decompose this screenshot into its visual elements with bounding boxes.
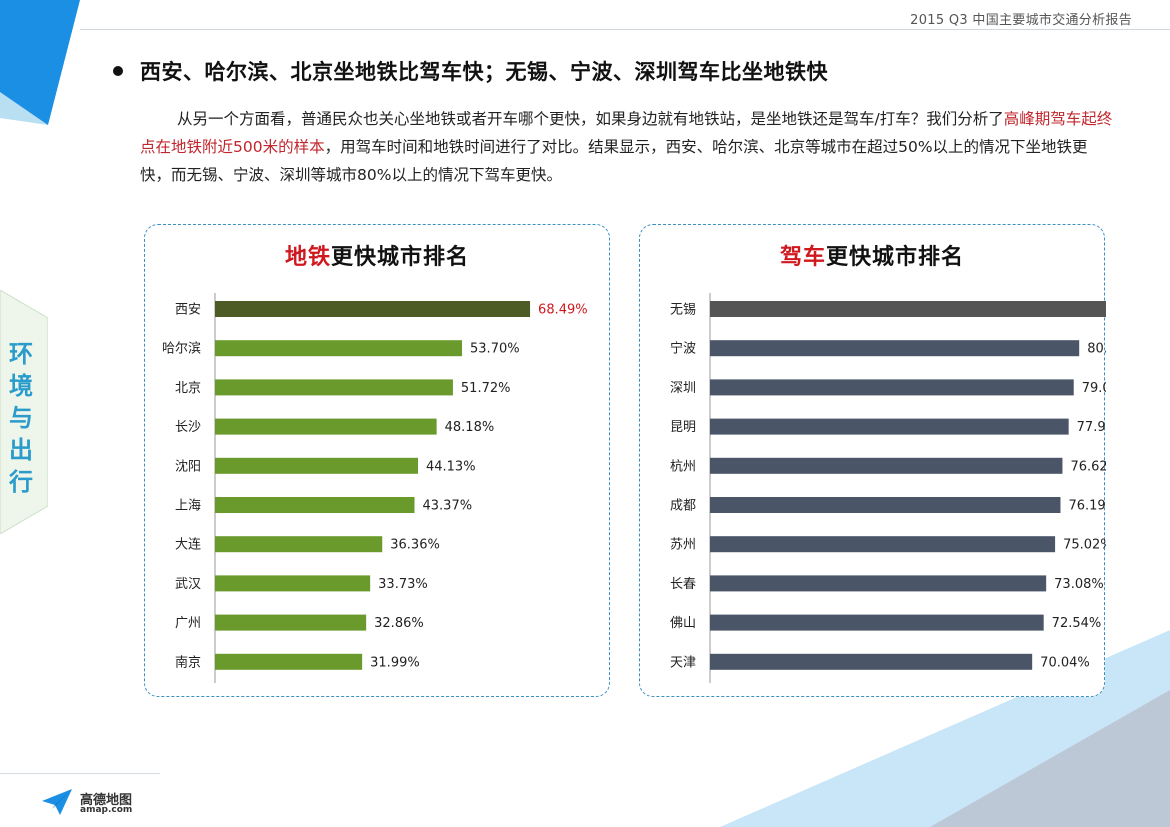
metro-value-label: 43.37% bbox=[423, 499, 473, 514]
metro-category-label: 沈阳 bbox=[175, 459, 201, 474]
metro-category-label: 西安 bbox=[175, 303, 201, 318]
metro-category-label: 广州 bbox=[175, 616, 201, 631]
drive-title-rest: 更快城市排名 bbox=[826, 245, 965, 270]
side-label-char: 境 bbox=[9, 372, 33, 400]
metro-bar bbox=[215, 575, 371, 592]
metro-category-label: 哈尔滨 bbox=[162, 341, 201, 357]
section-side-tab: 环 境 与 出 行 bbox=[0, 290, 48, 534]
drive-value-label: 80.26% bbox=[1087, 342, 1106, 357]
metro-bar bbox=[215, 497, 415, 513]
logo-name: 高德地图 bbox=[80, 793, 133, 808]
drive-bar bbox=[710, 340, 1080, 357]
top-left-blue-triangle bbox=[0, 0, 80, 125]
drive-value-label: 79.07% bbox=[1082, 381, 1106, 396]
drive-bar bbox=[710, 457, 1063, 474]
metro-faster-panel: 地铁更快城市排名 西安 68.49% 哈尔滨 53.70% 北京 51.72% 长沙 48.1… bbox=[144, 224, 610, 697]
paper-plane-icon bbox=[42, 789, 72, 815]
drive-panel-title: 驾车更快城市排名 bbox=[640, 239, 1104, 271]
drive-category-label: 苏州 bbox=[670, 537, 696, 553]
metro-value-label: 53.70% bbox=[470, 342, 520, 357]
drive-category-label: 昆明 bbox=[670, 420, 696, 435]
metro-value-label: 32.86% bbox=[374, 616, 424, 631]
footer-divider bbox=[0, 773, 160, 774]
logo-domain: amap.com bbox=[80, 805, 133, 815]
body-paragraph: 从另一个方面看，普通民众也关心坐地铁或者开车哪个更快，如果身边就有地铁站，是坐地… bbox=[140, 105, 1115, 189]
drive-bar bbox=[710, 653, 1033, 670]
metro-value-label: 31.99% bbox=[370, 655, 420, 670]
drive-category-label: 杭州 bbox=[670, 459, 696, 474]
drive-bar bbox=[710, 301, 1106, 317]
metro-bar bbox=[215, 653, 363, 670]
bottom-right-gray-triangle bbox=[930, 690, 1170, 827]
side-label: 环 境 与 出 行 bbox=[6, 338, 36, 498]
drive-faster-chart: 无锡89.85%宁波80.26%深圳79.07%昆明77.97%杭州76.62%… bbox=[670, 293, 1106, 683]
metro-bar bbox=[215, 457, 418, 474]
drive-category-label: 成都 bbox=[670, 499, 696, 514]
header-divider bbox=[80, 29, 1170, 30]
drive-category-label: 无锡 bbox=[670, 303, 696, 318]
drive-value-label: 73.08% bbox=[1054, 577, 1104, 592]
paragraph-part2: ，用驾车时间和地铁时间进行了对比。结果显示，西安、哈尔滨、北京等城市在超过50%… bbox=[140, 138, 1088, 184]
drive-faster-panel: 驾车更快城市排名 无锡89.85%宁波80.26%深圳79.07%昆明77.97… bbox=[639, 224, 1106, 697]
metro-bar bbox=[215, 340, 463, 357]
metro-category-label: 南京 bbox=[175, 654, 201, 670]
metro-category-label: 武汉 bbox=[175, 577, 201, 592]
side-label-char: 出 bbox=[9, 436, 33, 464]
drive-category-label: 天津 bbox=[670, 655, 696, 670]
paragraph-highlight: 高峰期驾车起终点在地铁附近500米的样本 bbox=[140, 110, 1113, 156]
side-label-char: 环 bbox=[9, 340, 33, 368]
metro-faster-chart: 西安 68.49% 哈尔滨 53.70% 北京 51.72% 长沙 48.18% 沈阳 44.13… bbox=[162, 293, 588, 683]
top-left-light-triangle bbox=[0, 92, 48, 125]
drive-value-label: 72.54% bbox=[1052, 616, 1102, 631]
drive-bar bbox=[710, 536, 1056, 553]
metro-value-label: 48.18% bbox=[445, 420, 495, 435]
metro-category-label: 大连 bbox=[175, 537, 201, 553]
drive-title-highlight: 驾车 bbox=[779, 245, 826, 270]
report-title: 2015 Q3 中国主要城市交通分析报告 bbox=[910, 13, 1132, 28]
metro-category-label: 长沙 bbox=[175, 420, 201, 435]
metro-category-label: 上海 bbox=[175, 499, 201, 514]
drive-category-label: 佛山 bbox=[670, 616, 696, 631]
drive-value-label: 76.62% bbox=[1070, 459, 1106, 474]
metro-bar bbox=[215, 614, 367, 631]
drive-bar bbox=[710, 497, 1061, 513]
drive-bar bbox=[710, 575, 1047, 592]
metro-bar bbox=[215, 379, 453, 396]
metro-value-label: 36.36% bbox=[390, 538, 440, 553]
drive-value-label: 75.02% bbox=[1063, 538, 1106, 553]
headline: 西安、哈尔滨、北京坐地铁比驾车快；无锡、宁波、深圳驾车比坐地铁快 bbox=[140, 60, 828, 84]
drive-category-label: 深圳 bbox=[670, 381, 696, 396]
amap-logo: 高德地图 amap.com bbox=[40, 785, 150, 819]
drive-category-label: 宁波 bbox=[670, 341, 696, 357]
drive-value-label: 70.04% bbox=[1040, 655, 1090, 670]
metro-value-label: 44.13% bbox=[426, 459, 476, 474]
metro-panel-title: 地铁更快城市排名 bbox=[145, 239, 609, 271]
metro-value-label: 68.49% bbox=[538, 303, 588, 318]
side-tab-shape bbox=[0, 290, 48, 534]
metro-value-label: 51.72% bbox=[461, 381, 511, 396]
metro-category-label: 北京 bbox=[175, 381, 201, 396]
bullet-icon bbox=[113, 66, 123, 76]
metro-bar bbox=[215, 418, 437, 435]
metro-title-rest: 更快城市排名 bbox=[331, 245, 470, 270]
paragraph-part1: 从另一个方面看，普通民众也关心坐地铁或者开车哪个更快，如果身边就有地铁站，是坐地… bbox=[177, 110, 1004, 128]
metro-bar bbox=[215, 536, 383, 553]
metro-title-highlight: 地铁 bbox=[284, 245, 331, 270]
drive-value-label: 77.97% bbox=[1077, 420, 1106, 435]
metro-bar bbox=[215, 301, 531, 317]
side-label-char: 与 bbox=[9, 404, 33, 432]
drive-bar bbox=[710, 614, 1044, 631]
drive-bar bbox=[710, 418, 1069, 435]
drive-value-label: 76.19% bbox=[1068, 499, 1106, 514]
side-label-char: 行 bbox=[9, 468, 33, 496]
metro-value-label: 33.73% bbox=[378, 577, 428, 592]
drive-category-label: 长春 bbox=[670, 577, 696, 592]
drive-bar bbox=[710, 379, 1074, 396]
